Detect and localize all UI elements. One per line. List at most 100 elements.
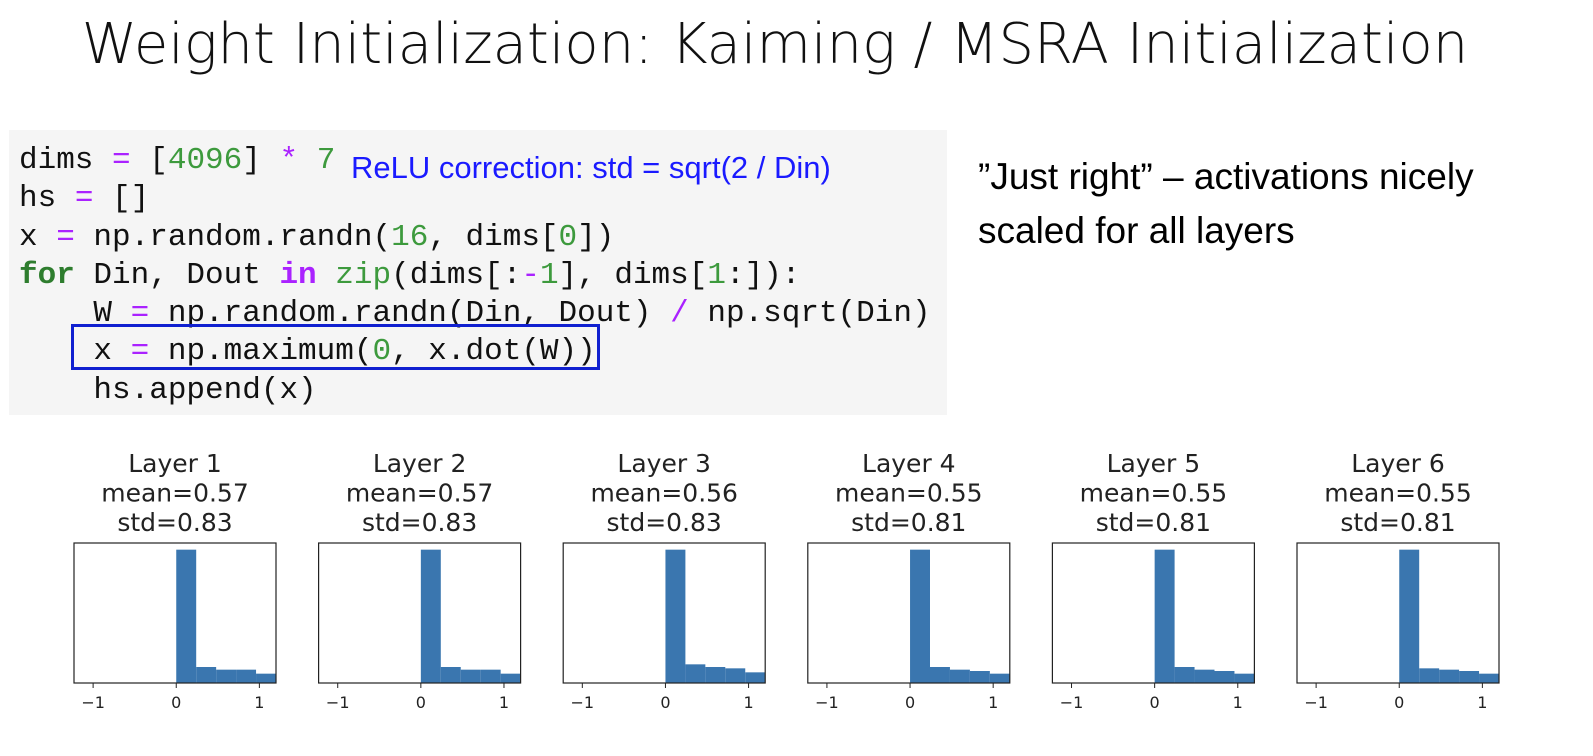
bar — [1479, 673, 1499, 683]
code-token: = — [112, 143, 131, 178]
code-token: 16 — [391, 219, 429, 255]
bar — [1194, 669, 1215, 683]
code-line: hs.append(x) — [19, 372, 931, 410]
x-tick-label: −1 — [571, 693, 595, 712]
bar — [256, 673, 276, 683]
code-token: np.maximum( — [149, 334, 373, 370]
code-token: [] — [93, 181, 150, 217]
code-token: = — [56, 219, 75, 255]
chart-title: Layer 1 — [128, 449, 222, 478]
plot-frame — [1296, 542, 1500, 684]
code-token: np.sqrt(Din) — [688, 296, 931, 332]
code-token: = — [130, 334, 150, 370]
bar — [949, 669, 970, 683]
bar — [665, 549, 686, 683]
code-token: 7 — [316, 143, 336, 178]
highlight-box — [71, 324, 600, 370]
code-token: dims — [19, 143, 113, 178]
bar — [969, 671, 990, 683]
code-token: hs — [19, 181, 75, 217]
bar — [480, 669, 501, 683]
slide-title: Weight Initialization: Kaiming / MSRA In… — [81, 12, 1469, 77]
code-token: for — [19, 257, 75, 293]
chart-title: mean=0.57 — [101, 479, 249, 508]
chart-title: mean=0.56 — [590, 479, 738, 508]
chart-title: Layer 4 — [862, 449, 956, 478]
x-tick-label: 0 — [905, 693, 915, 712]
bar — [745, 672, 766, 683]
chart-title: std=0.83 — [607, 508, 722, 537]
code-line: dims = [4096] * 7 — [19, 142, 931, 180]
code-token: Din, Dout — [74, 257, 280, 293]
x-tick-label: 1 — [988, 693, 998, 712]
code-token: 0 — [372, 334, 392, 370]
plot-frame — [73, 542, 277, 684]
chart-title: std=0.81 — [851, 508, 966, 537]
chart-title: std=0.83 — [117, 508, 232, 537]
bar — [1234, 673, 1255, 683]
x-tick-label: 1 — [254, 693, 264, 712]
bar — [705, 667, 726, 683]
code-token: ], dims[ — [558, 257, 708, 293]
chart-title: Layer 3 — [617, 449, 711, 478]
code-token: np.random.randn( — [74, 219, 392, 255]
bar — [1439, 669, 1460, 683]
code-block: dims = [4096] * 7 hs = [] x = np.random.ra… — [9, 130, 947, 415]
code-token: in — [279, 257, 317, 293]
chart-title: mean=0.55 — [835, 479, 983, 508]
code-token: 0 — [558, 219, 578, 255]
chart-title: mean=0.55 — [1324, 479, 1472, 508]
bar — [1459, 671, 1480, 683]
bar — [236, 669, 257, 683]
code-token: 1 — [539, 257, 559, 293]
bar — [216, 669, 237, 683]
chart-title: mean=0.57 — [346, 479, 494, 508]
bar — [910, 549, 930, 683]
plot-frame — [1051, 542, 1256, 684]
bar — [725, 668, 746, 683]
x-tick-label: 0 — [1394, 693, 1404, 712]
code-token: , dims[ — [428, 219, 559, 255]
bar — [1419, 668, 1440, 683]
x-tick-label: 1 — [1477, 693, 1487, 712]
code-token: ] — [242, 143, 280, 178]
chart-title: Layer 5 — [1107, 449, 1201, 478]
code-line: x = np.random.randn(16, dims[0]) — [19, 219, 931, 257]
code-token: 4096 — [167, 143, 243, 178]
chart-title: std=0.81 — [1096, 508, 1211, 537]
x-tick-label: 1 — [1233, 693, 1243, 712]
x-tick-label: 1 — [743, 693, 753, 712]
x-tick-label: −1 — [81, 693, 105, 712]
chart-title: Layer 6 — [1351, 449, 1445, 478]
code-token: x — [19, 334, 131, 370]
x-tick-label: 0 — [416, 693, 426, 712]
bar — [196, 667, 217, 683]
remark-line: ”Just right” – activations nicely — [978, 156, 1474, 197]
x-tick-label: −1 — [1304, 693, 1328, 712]
bar — [989, 673, 1010, 683]
code-token: / — [670, 296, 689, 332]
bar — [420, 549, 441, 683]
code-line: for Din, Dout in zip(dims[:-1], dims[1:]… — [19, 257, 931, 295]
code-token: :]): — [725, 257, 801, 293]
x-tick-label: −1 — [1060, 693, 1084, 712]
chart-title: Layer 2 — [373, 449, 467, 478]
bar — [460, 669, 481, 683]
code-token: (dims[: — [391, 257, 522, 293]
plot-frame — [807, 542, 1011, 684]
code-token: = — [130, 296, 150, 332]
code-token: W — [19, 296, 131, 332]
code-annotation: ReLU correction: std = sqrt(2 / Din) — [351, 150, 831, 185]
plot-frame — [562, 542, 766, 684]
bar — [1399, 549, 1420, 683]
bar — [1174, 667, 1195, 683]
x-tick-label: 1 — [499, 693, 509, 712]
plot-frame — [318, 542, 522, 684]
bar — [929, 667, 950, 683]
bar — [440, 667, 461, 683]
bar — [176, 549, 197, 683]
bar — [1214, 671, 1235, 683]
remark: ”Just right” – activations nicely scaled… — [978, 150, 1474, 258]
code-token: * — [279, 143, 299, 178]
